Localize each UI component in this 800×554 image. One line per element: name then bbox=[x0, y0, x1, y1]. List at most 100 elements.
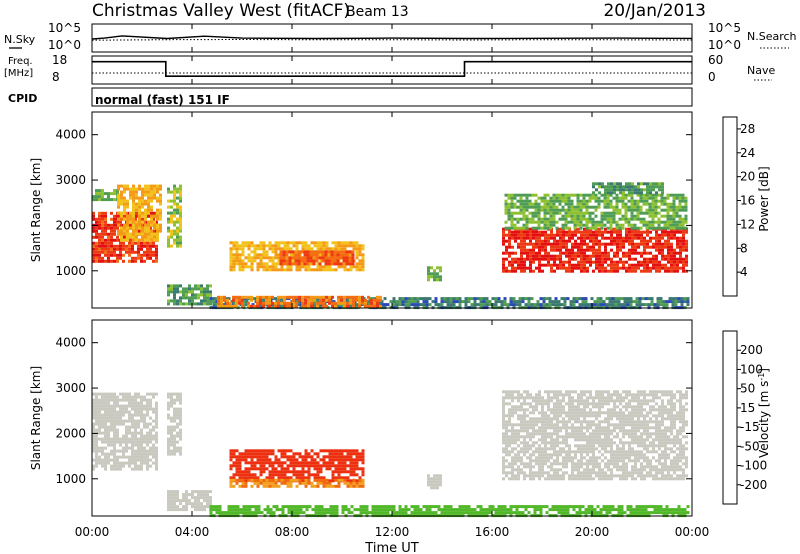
echo-cell bbox=[247, 253, 251, 257]
echo-cell bbox=[295, 241, 299, 245]
echo-cell bbox=[416, 300, 420, 304]
echo-cell bbox=[609, 226, 613, 230]
echo-cell bbox=[241, 301, 244, 305]
echo-cell bbox=[274, 478, 278, 482]
echo-cell bbox=[622, 260, 625, 264]
echo-cell bbox=[657, 220, 661, 224]
echo-cell bbox=[113, 416, 116, 420]
echo-cell bbox=[110, 232, 113, 236]
echo-cell bbox=[235, 250, 239, 254]
echo-cell bbox=[410, 505, 414, 509]
echo-cell bbox=[452, 300, 456, 304]
echo-cell bbox=[628, 257, 631, 261]
echo-cell bbox=[265, 461, 269, 465]
echo-cell bbox=[126, 232, 129, 236]
echo-cell bbox=[634, 248, 637, 252]
echo-cell bbox=[683, 511, 687, 515]
echo-cell bbox=[515, 300, 519, 304]
echo-cell bbox=[652, 266, 655, 270]
echo-cell bbox=[528, 220, 532, 224]
echo-cell bbox=[110, 428, 113, 432]
echo-cell bbox=[661, 245, 664, 249]
echo-cell bbox=[128, 413, 131, 417]
echo-cell bbox=[595, 236, 598, 240]
echo-cell bbox=[156, 187, 159, 191]
echo-cell bbox=[131, 256, 134, 260]
echo-cell bbox=[523, 269, 526, 273]
echo-cell bbox=[191, 496, 194, 500]
echo-cell bbox=[534, 205, 538, 209]
echo-cell bbox=[337, 464, 341, 468]
echo-cell bbox=[307, 461, 311, 465]
echo-cell bbox=[167, 226, 170, 230]
echo-cell bbox=[128, 250, 131, 254]
echo-cell bbox=[262, 455, 266, 459]
echo-cell bbox=[131, 431, 134, 435]
echo-cell bbox=[503, 300, 507, 304]
echo-cell bbox=[647, 505, 651, 509]
echo-cell bbox=[119, 244, 122, 248]
echo-cell bbox=[215, 508, 219, 512]
echo-cell bbox=[643, 182, 646, 186]
echo-cell bbox=[401, 303, 405, 307]
echo-cell bbox=[658, 260, 661, 264]
echo-cell bbox=[567, 220, 571, 224]
echo-cell bbox=[386, 505, 390, 509]
echo-cell bbox=[491, 297, 495, 301]
echo-cell bbox=[134, 431, 137, 435]
echo-cell bbox=[543, 199, 547, 203]
echo-cell bbox=[334, 244, 338, 248]
echo-cell bbox=[101, 256, 104, 260]
echo-cell bbox=[573, 223, 577, 227]
echo-cell bbox=[176, 290, 179, 294]
echo-cell bbox=[247, 470, 251, 474]
echo-cell bbox=[101, 422, 104, 426]
echo-cell bbox=[622, 185, 625, 189]
echo-cell bbox=[479, 303, 483, 307]
echo-cell bbox=[274, 241, 278, 245]
echo-cell bbox=[206, 293, 209, 297]
echo-cell bbox=[152, 410, 155, 414]
echo-cell bbox=[567, 208, 571, 212]
nsky-tick-top: 10^5 bbox=[48, 21, 81, 35]
echo-cell bbox=[146, 443, 149, 447]
echo-cell bbox=[517, 242, 520, 246]
echo-cell bbox=[352, 241, 356, 245]
echo-cell bbox=[664, 230, 667, 234]
echo-cell bbox=[505, 248, 508, 252]
echo-cell bbox=[229, 464, 233, 468]
echo-cell bbox=[265, 478, 269, 482]
echo-cell bbox=[98, 419, 101, 423]
echo-cell bbox=[241, 262, 245, 266]
echo-cell bbox=[144, 202, 147, 206]
echo-cell bbox=[113, 214, 116, 218]
echo-cell bbox=[613, 191, 616, 195]
echo-cell bbox=[505, 423, 508, 427]
echo-cell bbox=[104, 223, 107, 227]
echo-cell bbox=[653, 303, 657, 307]
echo-cell bbox=[639, 196, 643, 200]
echo-cell bbox=[241, 244, 245, 248]
echo-cell bbox=[262, 244, 266, 248]
echo-cell bbox=[594, 223, 598, 227]
echo-cell bbox=[392, 511, 396, 515]
echo-cell bbox=[610, 191, 613, 195]
echo-cell bbox=[134, 419, 137, 423]
echo-cell bbox=[113, 392, 116, 396]
echo-cell bbox=[634, 245, 637, 249]
echo-cell bbox=[107, 250, 110, 254]
echo-cell bbox=[558, 217, 562, 221]
echo-cell bbox=[200, 493, 203, 497]
echo-cell bbox=[140, 256, 143, 260]
echo-cell bbox=[427, 483, 430, 487]
echo-cell bbox=[352, 467, 356, 471]
echo-cell bbox=[95, 437, 98, 441]
echo-cell bbox=[538, 254, 541, 258]
echo-cell bbox=[288, 256, 292, 260]
echo-cell bbox=[550, 248, 553, 252]
colorbar-tick-label: 24 bbox=[740, 146, 755, 160]
echo-cell bbox=[558, 211, 562, 215]
echo-cell bbox=[606, 214, 610, 218]
echo-cell bbox=[587, 511, 591, 515]
echo-cell bbox=[283, 304, 286, 308]
